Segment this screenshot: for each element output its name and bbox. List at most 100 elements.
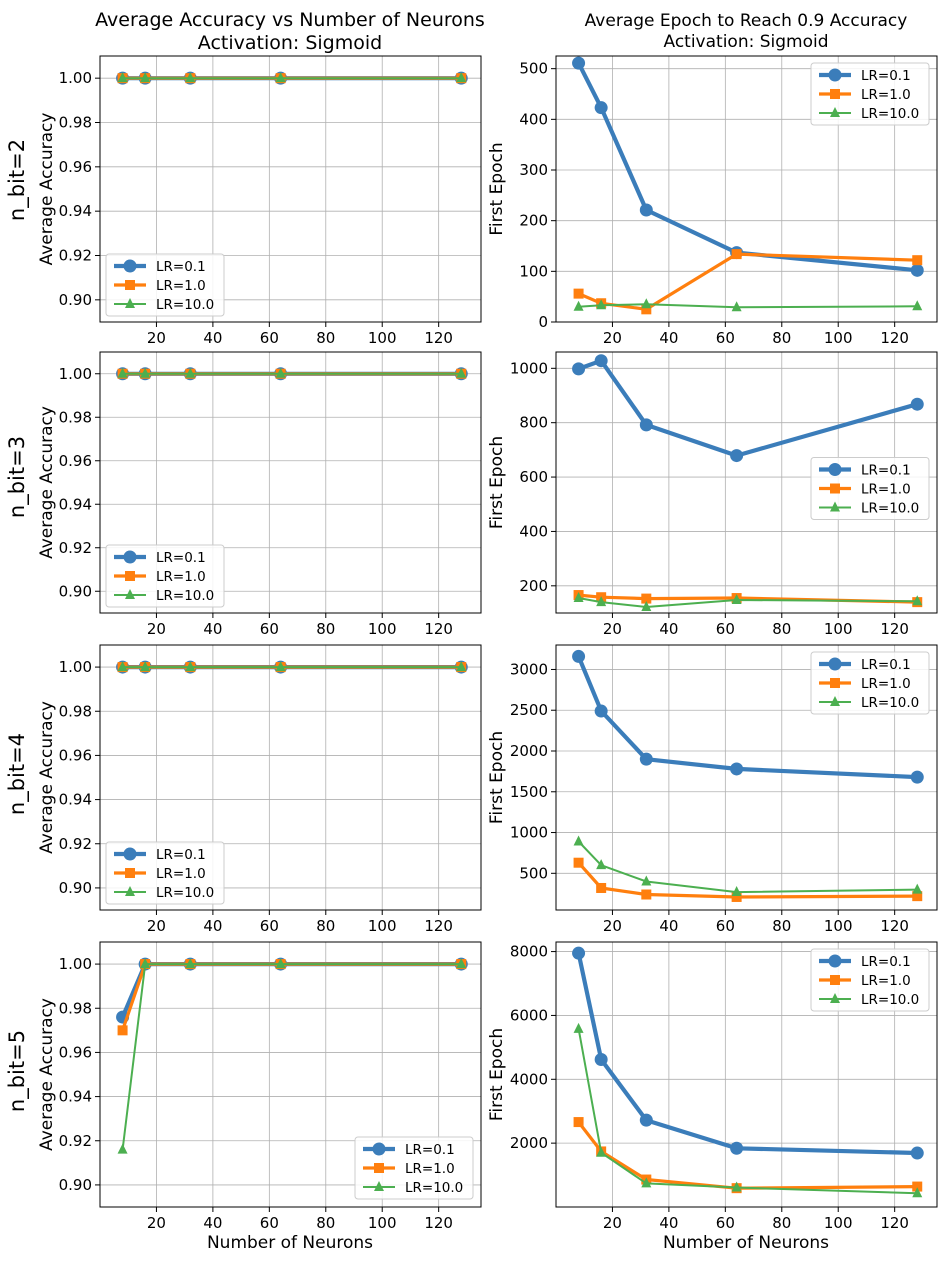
legend-box bbox=[105, 841, 225, 905]
x-tick-label: 100 bbox=[824, 917, 853, 935]
data-point-LR=1.0 bbox=[641, 593, 652, 604]
data-point-LR=10.0 bbox=[596, 299, 607, 310]
x-tick-label: 20 bbox=[603, 620, 622, 638]
legend-label: LR=1.0 bbox=[156, 569, 206, 585]
y-axis-label: First Epoch bbox=[487, 1028, 507, 1121]
data-point-LR=0.1 bbox=[594, 354, 608, 368]
legend-label: LR=10.0 bbox=[156, 297, 214, 313]
plot-frame bbox=[99, 644, 482, 911]
data-point-LR=1.0 bbox=[641, 304, 652, 315]
subplot-epoch-nbit4: 20 40 60 80 100 120 500 1000 1500 2000 2500 3000 Fir… bbox=[487, 644, 938, 935]
legend-marker bbox=[830, 107, 840, 117]
x-tick-label: 120 bbox=[880, 620, 909, 638]
plot-frame bbox=[555, 644, 938, 911]
data-point-LR=0.1 bbox=[639, 418, 653, 432]
y-tick-label: 400 bbox=[519, 110, 548, 128]
data-point-LR=10.0 bbox=[456, 958, 467, 969]
data-point-LR=10.0 bbox=[596, 596, 607, 607]
x-tick-label: 80 bbox=[772, 329, 791, 347]
y-axis-label: First Epoch bbox=[487, 436, 507, 529]
x-tick-label: 80 bbox=[316, 1214, 335, 1232]
legend: LR=0.1 LR=1.0 LR=10.0 bbox=[105, 253, 225, 317]
row-label-nbit4: n_bit=4 bbox=[5, 733, 30, 815]
x-tick-label: 120 bbox=[424, 1214, 453, 1232]
series-line-LR=0.1 bbox=[120, 961, 462, 1018]
data-point-LR=10.0 bbox=[731, 886, 742, 897]
data-point-LR=10.0 bbox=[731, 1181, 742, 1192]
data-point-LR=0.1 bbox=[639, 203, 653, 217]
y-tick-label: 1.00 bbox=[59, 658, 92, 676]
data-point-LR=10.0 bbox=[456, 661, 467, 672]
data-point-LR=0.1 bbox=[910, 397, 924, 411]
subplot-acc-nbit2: 20 40 60 80 100 120 0.90 0.92 0.94 0.96 0.98 1.00 Av… bbox=[37, 55, 482, 347]
data-point-LR=10.0 bbox=[275, 72, 286, 83]
data-point-LR=0.1 bbox=[730, 1141, 744, 1155]
y-tick-label: 200 bbox=[519, 212, 548, 230]
y-tick-label: 0.94 bbox=[59, 791, 92, 809]
data-point-LR=10.0 bbox=[573, 300, 584, 311]
legend-marker bbox=[374, 1181, 384, 1191]
data-point-LR=1.0 bbox=[573, 857, 584, 868]
x-tick-label: 80 bbox=[316, 329, 335, 347]
data-point-LR=1.0 bbox=[573, 1117, 584, 1128]
y-tick-label: 8000 bbox=[510, 943, 548, 961]
data-point-LR=10.0 bbox=[731, 593, 742, 604]
data-point-LR=0.1 bbox=[910, 1146, 924, 1160]
y-axis-label: Average Accuracy bbox=[37, 113, 57, 266]
x-tick-label: 40 bbox=[203, 1214, 222, 1232]
legend-marker bbox=[372, 1142, 386, 1156]
x-tick-label: 20 bbox=[603, 917, 622, 935]
x-tick-label: 100 bbox=[824, 329, 853, 347]
legend-marker bbox=[830, 696, 840, 706]
x-tick-label: 60 bbox=[260, 1214, 279, 1232]
y-tick-label: 0.96 bbox=[59, 158, 92, 176]
data-point-LR=1.0 bbox=[731, 891, 742, 902]
y-tick-label: 500 bbox=[519, 864, 548, 882]
right-title-line-1: Average Epoch to Reach 0.9 Accuracy bbox=[585, 11, 908, 31]
legend-box bbox=[105, 253, 225, 317]
legend-marker bbox=[125, 886, 135, 896]
legend-marker bbox=[830, 975, 840, 985]
series-line-LR=1.0 bbox=[121, 962, 462, 1031]
data-point-LR=10.0 bbox=[912, 1187, 923, 1198]
row-label-nbit3: n_bit=3 bbox=[5, 436, 30, 518]
data-point-LR=10.0 bbox=[596, 859, 607, 870]
left-title-line-2: Activation: Sigmoid bbox=[198, 32, 382, 54]
data-point-LR=0.1 bbox=[594, 1052, 608, 1066]
legend-box bbox=[105, 544, 225, 608]
data-point-LR=0.1 bbox=[730, 762, 744, 776]
legend-marker bbox=[123, 847, 137, 861]
legend-label: LR=0.1 bbox=[861, 954, 911, 970]
legend-label: LR=10.0 bbox=[405, 1180, 463, 1196]
legend-label: LR=1.0 bbox=[861, 482, 911, 498]
legend-marker bbox=[828, 954, 842, 968]
x-tick-label: 80 bbox=[772, 1214, 791, 1232]
y-axis-label: Average Accuracy bbox=[37, 406, 57, 559]
data-point-LR=10.0 bbox=[912, 595, 923, 606]
y-tick-label: 0.94 bbox=[59, 495, 92, 513]
x-tick-label: 100 bbox=[824, 620, 853, 638]
data-point-LR=0.1 bbox=[639, 752, 653, 766]
legend-marker bbox=[125, 298, 135, 308]
legend-box bbox=[354, 1136, 474, 1200]
data-point-LR=10.0 bbox=[275, 367, 286, 378]
data-point-LR=10.0 bbox=[573, 1022, 584, 1033]
x-tick-label: 120 bbox=[424, 329, 453, 347]
y-tick-label: 2500 bbox=[510, 701, 548, 719]
x-tick-label: 60 bbox=[716, 329, 735, 347]
data-point-LR=10.0 bbox=[596, 1146, 607, 1157]
x-tick-label: 80 bbox=[772, 917, 791, 935]
data-point-LR=10.0 bbox=[185, 367, 196, 378]
data-point-LR=1.0 bbox=[912, 255, 923, 266]
series-line-LR=0.1 bbox=[577, 358, 918, 458]
x-tick-label: 20 bbox=[603, 329, 622, 347]
legend-label: LR=0.1 bbox=[156, 259, 206, 275]
y-tick-label: 0.98 bbox=[59, 702, 92, 720]
legend-marker bbox=[828, 463, 842, 476]
data-point-LR=10.0 bbox=[117, 1143, 128, 1154]
x-tick-label: 20 bbox=[147, 620, 166, 638]
legend-label: LR=1.0 bbox=[861, 676, 911, 692]
data-point-LR=10.0 bbox=[573, 835, 584, 846]
legend-label: LR=0.1 bbox=[156, 550, 206, 566]
data-point-LR=0.1 bbox=[594, 704, 608, 718]
